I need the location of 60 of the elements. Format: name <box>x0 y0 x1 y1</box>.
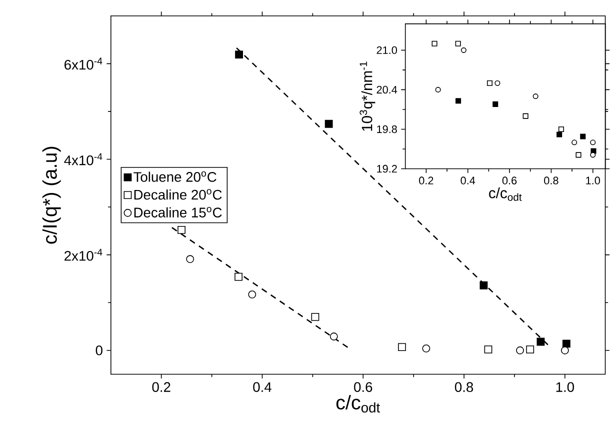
x-tick-label: 0.4 <box>460 176 476 184</box>
legend-label: Toluene 20$^{o}$C <box>134 171 216 182</box>
legend-label: Decaline 20$^{o}$C <box>134 189 222 200</box>
x-axis-title: c/c$_{odt}$ <box>489 188 522 201</box>
point <box>558 126 564 132</box>
x-tick-label: 1.0 <box>556 382 574 392</box>
point <box>456 98 462 104</box>
point <box>480 282 488 290</box>
x-tick-label: 0.8 <box>454 382 474 392</box>
point <box>590 152 596 158</box>
y-axis-title: 10$^{3}$q*/nm$^{-1}$ <box>360 62 376 131</box>
y-tick-label: 2x10$^{-4}$ <box>64 248 102 261</box>
point <box>526 346 534 354</box>
y-axis-title: c/I(q*) (a.u) <box>42 146 61 244</box>
point <box>460 48 466 54</box>
x-tick-label: 0.8 <box>544 176 558 184</box>
y-tick-label: 6x10$^{-4}$ <box>64 58 102 70</box>
y-tick-label: 4x10$^{-4}$ <box>64 153 102 166</box>
point <box>248 290 256 299</box>
legend-label: Decaline 15$^{o}$C <box>134 207 222 218</box>
point <box>494 80 500 86</box>
point <box>435 87 441 93</box>
y-tick-label: 0 <box>96 346 102 356</box>
x-tick-label: 0.6 <box>354 382 372 392</box>
point <box>432 40 438 46</box>
x-tick-label: 0.6 <box>502 176 517 184</box>
point <box>178 226 186 234</box>
point <box>492 102 498 108</box>
y-tick-label: 19.8 <box>377 126 397 134</box>
x-tick-label: 1.0 <box>586 176 600 184</box>
point <box>562 340 570 348</box>
point <box>536 338 545 346</box>
point <box>422 344 430 353</box>
point <box>324 120 333 128</box>
point <box>522 113 528 119</box>
y-tick-label: 19.2 <box>377 165 397 173</box>
point <box>398 343 406 352</box>
point <box>532 94 538 100</box>
point <box>576 152 582 158</box>
point <box>311 313 320 321</box>
point <box>186 255 194 264</box>
x-tick-label: 0.2 <box>152 382 170 392</box>
y-tick-label: 21.0 <box>376 46 397 54</box>
point <box>580 134 586 140</box>
point <box>572 140 578 146</box>
point <box>484 346 492 354</box>
point <box>590 148 596 154</box>
point <box>486 80 493 86</box>
point <box>330 332 338 341</box>
x-axis-title: c/c$_{odt}$ <box>336 395 380 413</box>
x-tick-label: 0.4 <box>253 382 272 392</box>
y-tick-label: 20.4 <box>376 86 398 94</box>
point <box>516 346 524 354</box>
point <box>455 40 461 46</box>
point <box>556 132 562 138</box>
x-tick-label: 0.2 <box>419 176 434 184</box>
point <box>590 140 596 146</box>
point <box>235 50 243 59</box>
point <box>560 346 569 354</box>
point <box>234 272 242 281</box>
